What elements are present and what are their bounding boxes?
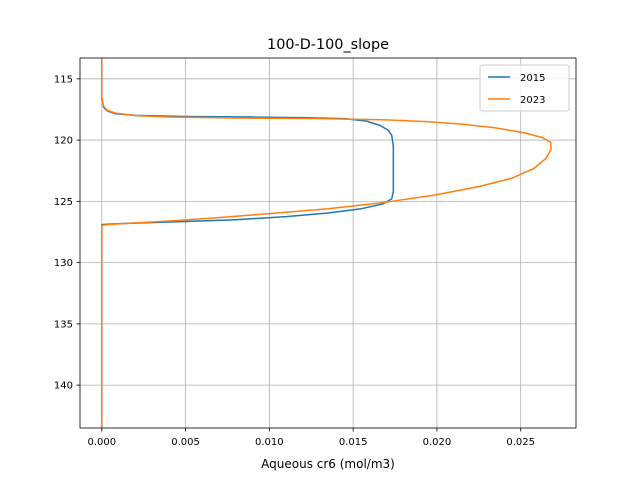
y-tick-label: 140 bbox=[54, 381, 73, 392]
legend-label-2015: 2015 bbox=[520, 73, 545, 84]
series-line-2023 bbox=[101, 58, 552, 428]
y-tick-label: 115 bbox=[54, 74, 73, 85]
x-tick-label: 0.000 bbox=[87, 437, 116, 448]
x-tick-label: 0.025 bbox=[506, 437, 535, 448]
grid-lines bbox=[80, 58, 576, 428]
plot-frame bbox=[79, 57, 577, 429]
y-tick-label: 135 bbox=[54, 319, 73, 330]
y-tick-label: 130 bbox=[54, 258, 73, 269]
x-tick-label: 0.005 bbox=[171, 437, 200, 448]
series-group bbox=[101, 58, 552, 428]
x-tick-label: 0.010 bbox=[255, 437, 284, 448]
x-tick-label: 0.015 bbox=[339, 437, 368, 448]
y-tick-label: 120 bbox=[54, 136, 73, 147]
chart-title: 100-D-100_slope bbox=[267, 37, 389, 53]
y-tick-label: 125 bbox=[54, 197, 73, 208]
legend: 2015 2023 bbox=[479, 64, 570, 112]
axes: 0.000 0.005 0.010 0.015 0.020 0.025 115 120 125 1… bbox=[54, 57, 577, 448]
legend-label-2023: 2023 bbox=[520, 95, 545, 106]
x-axis-label: Aqueous cr6 (mol/m3) bbox=[261, 457, 395, 471]
x-tick-label: 0.020 bbox=[423, 437, 452, 448]
